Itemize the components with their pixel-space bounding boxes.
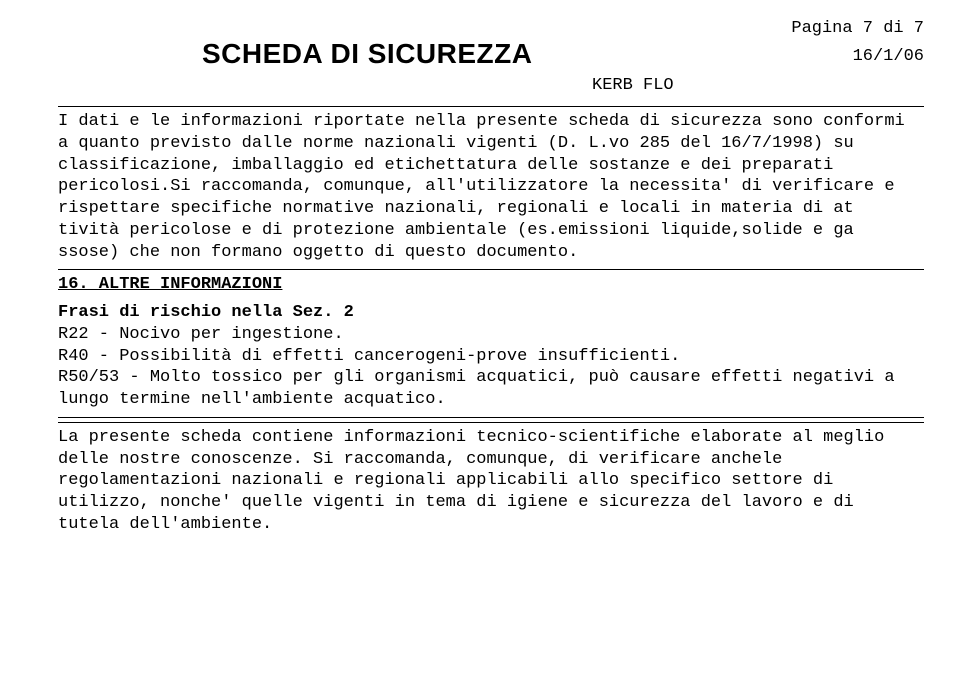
footer-paragraph: La presente scheda contiene informazioni… <box>58 427 924 536</box>
divider <box>58 417 924 418</box>
divider <box>58 106 924 107</box>
risk-phrases-list: R22 - Nocivo per ingestione. R40 - Possi… <box>58 324 924 411</box>
document-code: KERB FLO <box>592 75 674 97</box>
document-date: 16/1/06 <box>853 46 924 68</box>
intro-paragraph: I dati e le informazioni riportate nella… <box>58 111 924 263</box>
risk-phrases-block: Frasi di rischio nella Sez. 2 R22 - Noci… <box>58 302 924 411</box>
header: Pagina 7 di 7 SCHEDA DI SICUREZZA 16/1/0… <box>58 18 924 104</box>
document-page: Pagina 7 di 7 SCHEDA DI SICUREZZA 16/1/0… <box>0 0 960 554</box>
section-16-heading: 16. ALTRE INFORMAZIONI <box>58 274 924 296</box>
document-title: SCHEDA DI SICUREZZA <box>202 36 532 72</box>
page-number: Pagina 7 di 7 <box>791 18 924 40</box>
divider <box>58 422 924 423</box>
risk-phrases-heading: Frasi di rischio nella Sez. 2 <box>58 302 924 324</box>
divider <box>58 269 924 270</box>
